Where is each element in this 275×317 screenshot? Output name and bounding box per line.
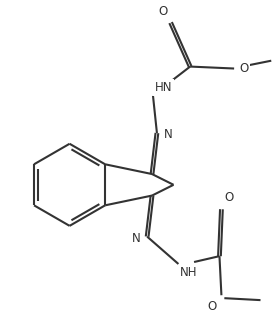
Text: N: N <box>164 128 172 141</box>
Text: O: O <box>224 191 233 204</box>
Text: HN: HN <box>155 81 172 94</box>
Text: N: N <box>131 232 140 245</box>
Text: O: O <box>158 5 168 18</box>
Text: O: O <box>207 300 216 313</box>
Text: NH: NH <box>180 266 198 279</box>
Text: O: O <box>239 62 248 75</box>
